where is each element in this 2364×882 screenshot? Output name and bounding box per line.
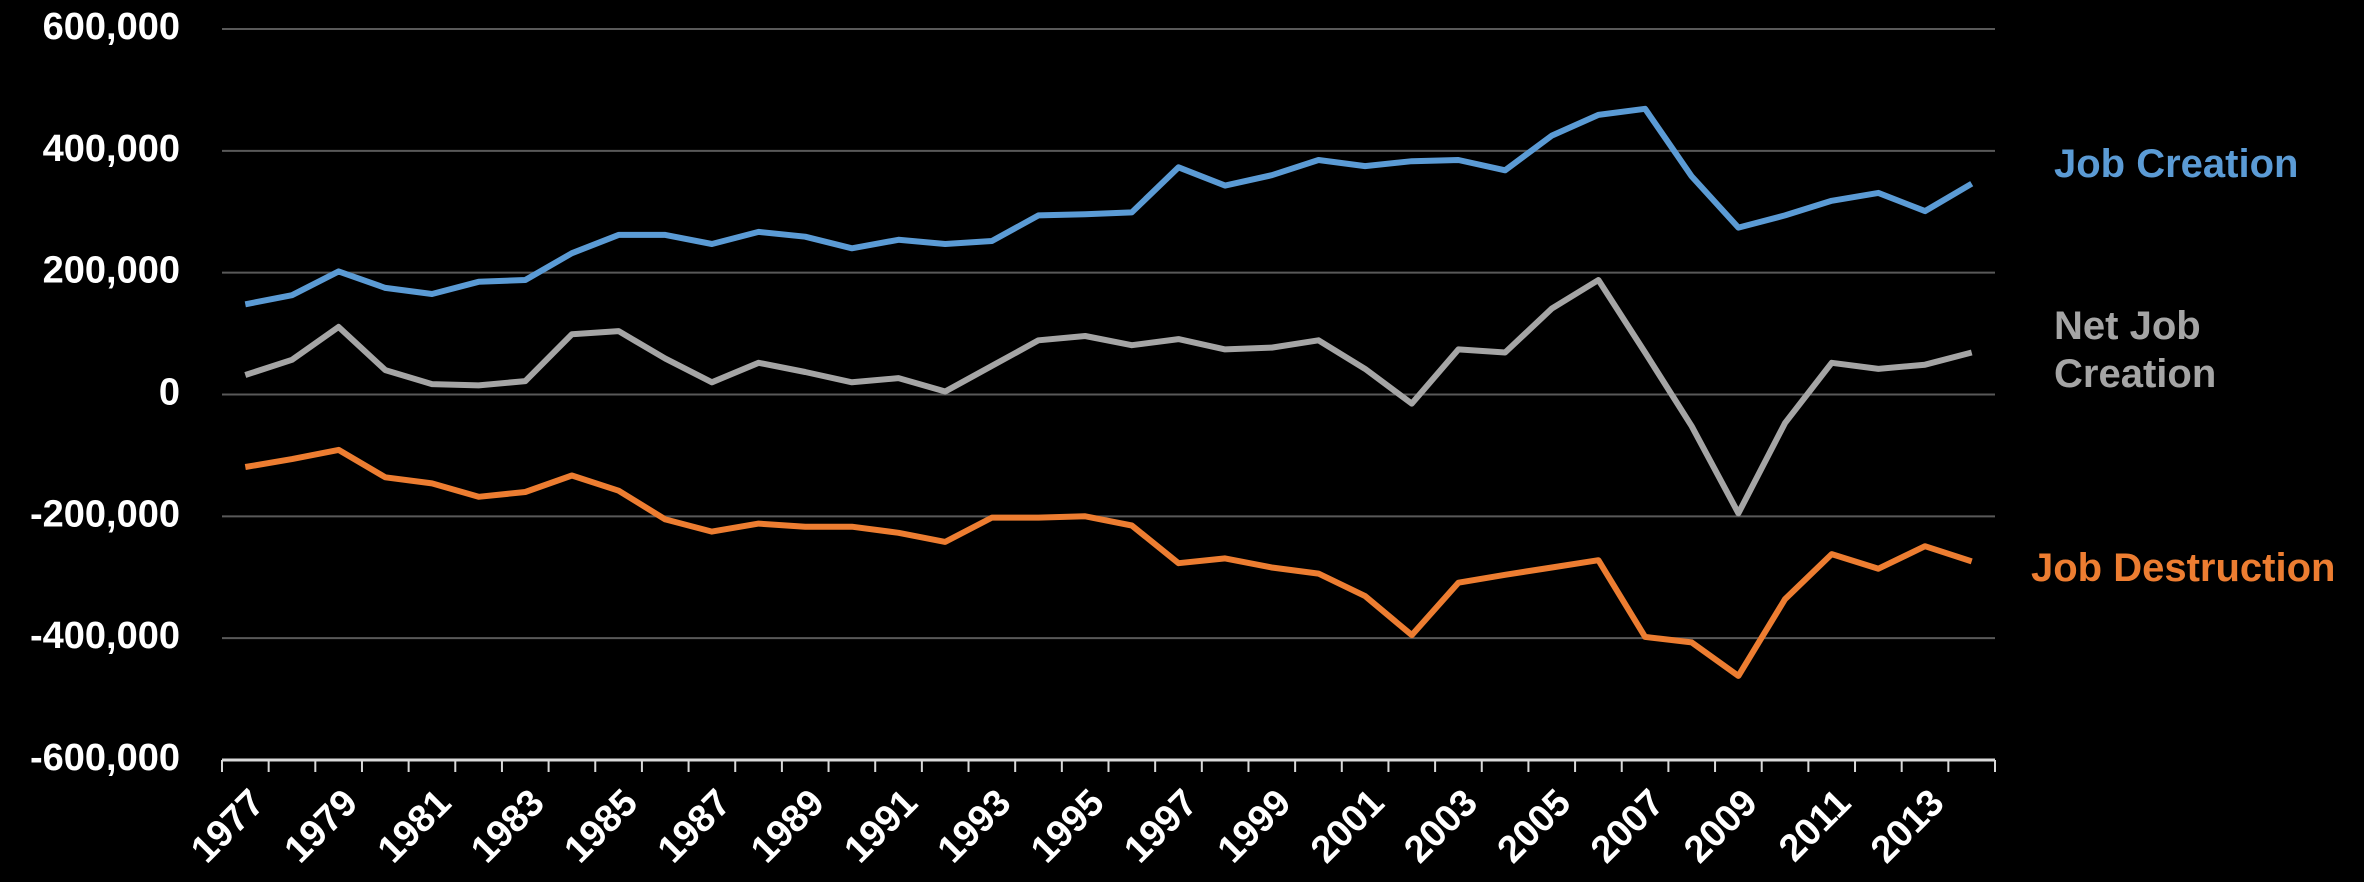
legend-label: Net Job Creation xyxy=(2054,304,2217,396)
series-line xyxy=(244,277,1973,517)
x-tick-label: 1985 xyxy=(557,782,646,871)
x-tick-label: 1995 xyxy=(1023,782,1112,871)
x-tick-label: 1987 xyxy=(650,782,739,871)
y-tick-label: -200,000 xyxy=(30,493,180,535)
y-tick-label: 600,000 xyxy=(43,6,180,48)
x-tick-label: 1981 xyxy=(370,782,459,871)
x-tick-label: 2005 xyxy=(1490,782,1579,871)
x-tick-label: 1989 xyxy=(743,782,832,871)
x-tick-label: 1991 xyxy=(837,782,926,871)
y-tick-label: 0 xyxy=(159,372,180,414)
x-tick-label: 2011 xyxy=(1771,782,1859,870)
y-tick-label: -400,000 xyxy=(30,615,180,657)
series-line xyxy=(244,105,1974,308)
x-tick-label: 2007 xyxy=(1583,782,1672,871)
y-tick-label: -600,000 xyxy=(30,737,180,779)
x-tick-label: 2013 xyxy=(1863,782,1952,871)
legend-label: Job Destruction xyxy=(2031,546,2336,590)
x-tick-label: 1993 xyxy=(930,782,1019,871)
x-tick-label: 2009 xyxy=(1676,782,1765,871)
x-tick-label: 1983 xyxy=(463,782,552,871)
x-tick-label: 2001 xyxy=(1303,782,1392,871)
series-line xyxy=(244,446,1973,679)
y-tick-label: 400,000 xyxy=(43,128,180,170)
x-tick-label: 1999 xyxy=(1210,782,1299,871)
x-tick-label: 1977 xyxy=(183,782,272,871)
x-tick-label: 1979 xyxy=(277,782,366,871)
x-tick-label: 2003 xyxy=(1396,782,1485,871)
x-tick-label: 1997 xyxy=(1116,782,1205,871)
legend-label: Job Creation xyxy=(2054,142,2299,186)
y-tick-label: 200,000 xyxy=(43,250,180,292)
